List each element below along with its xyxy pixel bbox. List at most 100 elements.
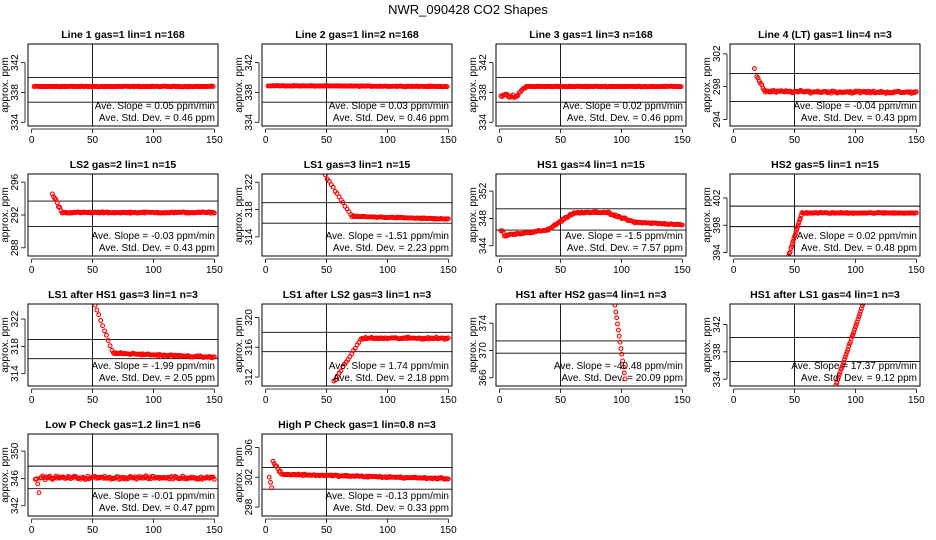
plot-frame: [729, 43, 921, 127]
plot-frame: [27, 43, 219, 127]
plot-frame: [729, 173, 921, 257]
x-tick-label: 100: [847, 395, 864, 406]
x-tick-label: 100: [613, 265, 630, 276]
sd-label: Ave. Std. Dev. =: [561, 373, 635, 384]
sd-label: Ave. Std. Dev. =: [801, 113, 875, 124]
data-point: [211, 354, 217, 360]
y-axis-label: approx. ppm: [234, 187, 245, 243]
slope-annotation: Ave. Slope = 17.37 ppm/min: [791, 361, 917, 372]
data-point: [855, 316, 861, 322]
data-point: [211, 210, 217, 216]
data-point: [795, 222, 801, 228]
data-point: [107, 343, 113, 349]
data-series: [31, 83, 216, 90]
panel-title: LS1 after LS2 gas=3 lin=1 n=3: [283, 289, 432, 301]
data-point: [791, 236, 797, 242]
y-tick-label: 322: [244, 173, 255, 190]
x-tick-label: 150: [674, 265, 691, 276]
sd-unit: ppm: [196, 243, 215, 254]
y-tick-label: 334: [478, 113, 489, 130]
y-axis-label: approx. ppm: [0, 317, 11, 373]
data-point: [678, 84, 684, 90]
chart-panel: Low P Check gas=1.2 lin=1 n=6 0 50 100 150 34…: [0, 419, 223, 536]
data-point: [786, 257, 790, 261]
data-point: [268, 479, 273, 485]
slope-annotation: Ave. Slope = -40.48 ppm/min: [554, 361, 683, 372]
y-tick-label: 402: [712, 189, 723, 206]
sd-value: 9.12: [875, 373, 897, 384]
sd-unit: ppm: [898, 243, 917, 254]
data-point: [843, 351, 849, 357]
x-tick-label: 50: [789, 135, 801, 146]
data-series: [266, 458, 451, 491]
data-point: [794, 227, 800, 232]
slope-annotation: Ave. Slope = 0.05 ppm/min: [95, 101, 215, 112]
y-tick-label: 316: [244, 338, 255, 355]
x-tick-label: 150: [440, 135, 457, 146]
y-axis-label: approx. ppm: [234, 317, 245, 373]
slope-annotation: Ave. Slope = -1.51 ppm/min: [325, 231, 449, 242]
panel-title: HS2 gas=5 lin=1 n=15: [771, 159, 879, 171]
x-tick-label: 150: [440, 395, 457, 406]
y-tick-label: 344: [478, 237, 489, 254]
x-tick-label: 150: [206, 265, 223, 276]
x-tick-label: 150: [440, 265, 457, 276]
plot-frame: [261, 173, 453, 257]
sd-label: Ave. Std. Dev. =: [99, 243, 173, 254]
sd-unit: ppm: [898, 113, 917, 124]
sd-value: 0.46: [641, 113, 663, 124]
data-point: [103, 332, 109, 338]
slope-unit: ppm/min: [879, 361, 917, 372]
data-point: [846, 344, 852, 350]
data-point: [617, 339, 623, 345]
std-dev-annotation: Ave. Std. Dev. = 0.48 ppm: [801, 243, 917, 254]
slope-annotation: Ave. Slope = 0.02 ppm/min: [797, 231, 917, 242]
y-tick-label: 322: [10, 310, 21, 327]
panel-title: HS1 after HS2 gas=4 lin=1 n=3: [516, 289, 667, 301]
slope-label: Ave. Slope =: [91, 361, 151, 372]
data-point: [322, 174, 328, 178]
data-point: [844, 349, 850, 355]
y-tick-label: 342: [478, 54, 489, 71]
sd-value: 20.09: [636, 373, 664, 384]
data-point: [504, 233, 510, 239]
std-dev-annotation: Ave. Std. Dev. = 0.47 ppm: [99, 503, 215, 514]
slope-value: 0.03: [388, 101, 410, 112]
data-series: [612, 304, 628, 382]
data-point: [858, 308, 864, 314]
sd-value: 0.48: [875, 243, 897, 254]
data-point: [790, 238, 796, 244]
data-point: [340, 200, 346, 205]
sd-label: Ave. Std. Dev. =: [333, 373, 407, 384]
slope-value: -40.48: [614, 361, 645, 372]
y-tick-label: 312: [244, 368, 255, 385]
chart-panel: Line 2 gas=1 lin=2 n=168 0 50 100 150 334 338 3…: [234, 29, 457, 146]
x-tick-label: 0: [731, 395, 737, 406]
sd-unit: ppm: [196, 503, 215, 514]
slope-label: Ave. Slope =: [329, 101, 389, 112]
y-tick-label: 338: [712, 343, 723, 360]
chart-panel: LS1 after HS1 gas=3 lin=1 n=3 0 50 100 150 31…: [0, 289, 223, 406]
data-point: [797, 215, 803, 221]
y-tick-label: 294: [712, 111, 723, 128]
x-tick-label: 50: [321, 525, 333, 536]
data-series: [331, 334, 451, 384]
x-tick-label: 150: [206, 395, 223, 406]
y-tick-label: 338: [478, 84, 489, 101]
slope-unit: ppm/min: [411, 101, 449, 112]
y-tick-label: 398: [712, 216, 723, 233]
data-series: [833, 304, 866, 386]
data-point: [789, 243, 795, 249]
y-axis-label: approx. ppm: [0, 447, 11, 503]
y-tick-label: 342: [10, 54, 21, 71]
plot-frame: [261, 303, 453, 387]
sd-unit: ppm: [430, 373, 449, 384]
panel-title: LS1 after HS1 gas=3 lin=1 n=3: [48, 289, 198, 301]
x-tick-label: 0: [29, 525, 35, 536]
slope-label: Ave. Slope =: [791, 361, 851, 372]
panel-title: High P Check gas=1 lin=0.8 n=3: [278, 419, 436, 431]
std-dev-annotation: Ave. Std. Dev. = 0.43 ppm: [99, 243, 215, 254]
